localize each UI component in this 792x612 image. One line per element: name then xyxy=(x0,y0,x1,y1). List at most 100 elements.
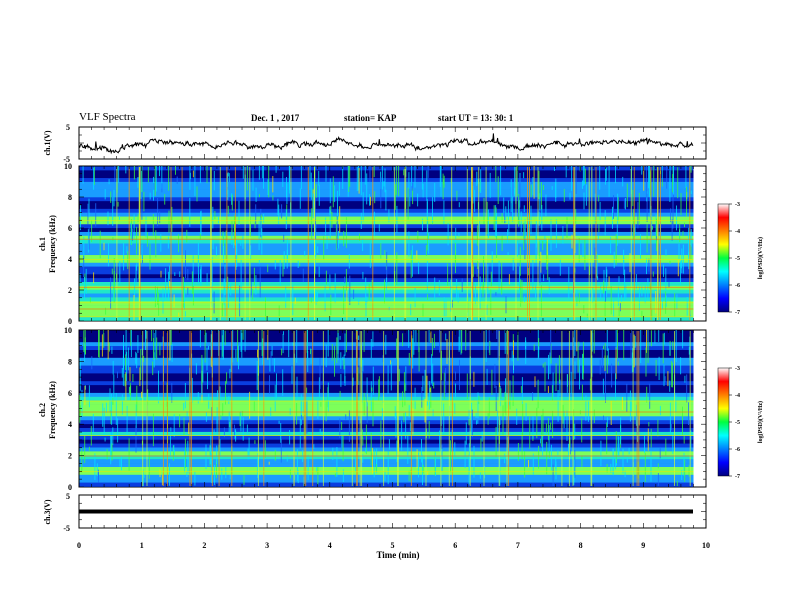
spectrogram-burst xyxy=(446,339,448,364)
ch1-waveform-ticks xyxy=(78,126,707,160)
spectrogram-burst xyxy=(468,454,470,485)
spectrogram-burst xyxy=(504,391,506,413)
spectrogram-burst xyxy=(650,450,652,482)
frequency-tick-label: 4 xyxy=(68,255,72,264)
spectrogram-burst xyxy=(123,243,125,271)
spectrogram-row xyxy=(79,312,694,317)
spectrogram-burst xyxy=(286,454,288,462)
spectrogram-burst xyxy=(140,349,142,380)
spectrogram-burst xyxy=(652,226,653,230)
spectrogram-burst xyxy=(412,408,414,435)
spectrogram-burst xyxy=(552,410,554,438)
spectrogram-spike xyxy=(307,167,309,320)
frequency-tick-label: 10 xyxy=(64,162,72,171)
spectrogram-burst xyxy=(327,382,329,412)
spectrogram-burst xyxy=(509,380,511,410)
spectrogram-burst xyxy=(314,219,316,240)
spectrogram-burst xyxy=(242,166,244,179)
spectrogram-row xyxy=(79,220,694,225)
spectrogram-burst xyxy=(690,229,692,247)
spectrogram-burst xyxy=(408,330,410,348)
spectrogram-burst xyxy=(301,415,302,420)
spectrogram-burst xyxy=(214,210,216,220)
spectrogram-burst xyxy=(675,330,677,363)
spectrogram-burst xyxy=(487,413,489,425)
spectrogram-spike xyxy=(244,167,246,320)
spectrogram-burst xyxy=(258,166,260,180)
spectrogram-burst xyxy=(585,395,587,421)
spectrogram-burst xyxy=(667,371,669,387)
spectrogram-burst xyxy=(581,455,583,467)
spectrogram-burst xyxy=(455,371,456,380)
spectrogram-burst xyxy=(366,296,368,304)
spectrogram-burst xyxy=(211,257,213,286)
spectrogram-burst xyxy=(240,330,242,352)
spectrogram-burst xyxy=(110,432,112,458)
spectrogram-burst xyxy=(152,361,154,376)
spectrogram-burst xyxy=(81,448,83,473)
spectrogram-burst xyxy=(127,347,129,371)
spectrogram-burst xyxy=(461,330,463,354)
spectrogram-burst xyxy=(183,417,185,436)
spectrogram-burst xyxy=(357,367,359,385)
spectrogram-burst xyxy=(517,331,519,361)
spectrogram-burst xyxy=(414,288,416,308)
spectrogram-burst xyxy=(545,194,547,217)
spectrogram-burst xyxy=(137,335,139,353)
spectrogram-burst xyxy=(579,359,580,390)
spectrogram-burst xyxy=(597,235,599,241)
time-tick-label: 2 xyxy=(202,541,206,550)
spectrogram-burst xyxy=(500,388,502,399)
time-tick-label: 7 xyxy=(516,541,520,550)
spectrogram-burst xyxy=(426,201,428,234)
spectrogram-burst xyxy=(373,449,375,478)
spectrogram-burst xyxy=(596,254,598,279)
spectrogram-burst xyxy=(343,359,345,370)
spectrogram-burst xyxy=(345,414,347,420)
spectrogram-burst xyxy=(412,188,414,205)
spectrogram-burst xyxy=(366,173,368,205)
spectrogram-burst xyxy=(523,296,525,303)
spectrogram-burst xyxy=(227,285,229,308)
spectrogram-burst xyxy=(114,166,116,183)
spectrogram-burst xyxy=(618,276,620,286)
spectrogram-burst xyxy=(105,307,107,315)
spectrogram-burst xyxy=(338,231,339,249)
spectrogram-burst xyxy=(107,330,109,360)
spectrogram-burst xyxy=(600,285,602,300)
spectrogram-burst xyxy=(319,358,321,390)
spectrogram-burst xyxy=(686,186,687,217)
spectrogram-burst xyxy=(592,287,594,303)
spectrogram-burst xyxy=(219,386,221,401)
ch1-ylabel: ch.1(V) xyxy=(43,130,52,155)
spectrogram-burst xyxy=(103,242,105,251)
spectrogram-burst xyxy=(459,359,460,391)
spectrogram-burst xyxy=(532,453,534,475)
spectrogram-burst xyxy=(93,272,95,284)
spectrogram-burst xyxy=(593,330,595,354)
spectrogram-burst xyxy=(187,440,189,473)
spectrogram-burst xyxy=(443,403,445,434)
spectrogram-burst xyxy=(337,190,338,219)
spectrogram-burst xyxy=(403,372,405,393)
spectrogram-burst xyxy=(629,253,631,273)
spectrogram-burst xyxy=(688,227,690,257)
spectrogram-spike xyxy=(166,331,168,486)
spectrogram-burst xyxy=(407,435,409,464)
spectrogram-burst xyxy=(499,455,501,486)
spectrogram-burst xyxy=(375,464,377,472)
spectrogram-burst xyxy=(211,334,213,349)
spectrogram-spike xyxy=(689,167,691,320)
spectrogram-row xyxy=(79,396,694,401)
spectrogram-burst xyxy=(539,193,541,211)
spectrogram-burst xyxy=(433,382,435,389)
spectrogram-burst xyxy=(518,194,520,227)
spectrogram-burst xyxy=(514,166,516,196)
spectrogram-burst xyxy=(498,260,500,293)
spectrogram-burst xyxy=(665,268,667,291)
spectrogram-burst xyxy=(255,187,257,202)
spectrogram-burst xyxy=(325,270,327,285)
spectrogram-burst xyxy=(373,211,375,236)
spectrogram-burst xyxy=(528,460,529,468)
spectrogram-burst xyxy=(504,330,506,354)
